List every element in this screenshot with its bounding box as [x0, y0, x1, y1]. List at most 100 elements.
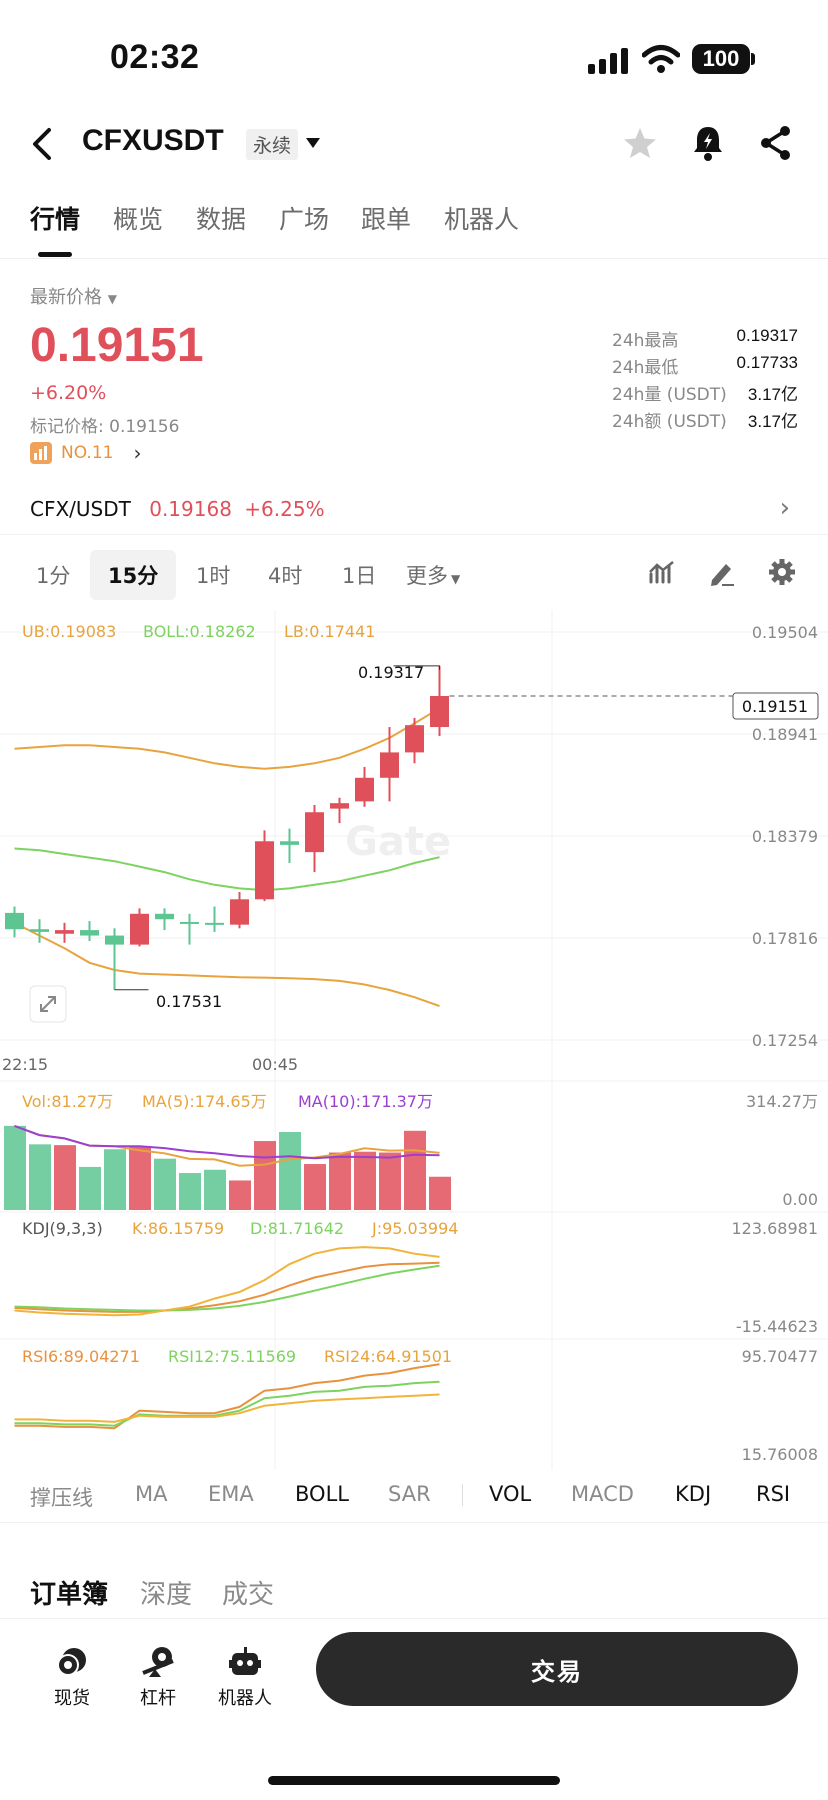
- vol-y-top: 314.27万: [746, 1092, 818, 1111]
- nav-bots[interactable]: 机器人: [205, 1640, 285, 1710]
- pair-dropdown-icon[interactable]: [305, 137, 321, 149]
- candle-body: [5, 912, 24, 930]
- spot-change: +6.25%: [244, 497, 325, 521]
- ind-boll[interactable]: BOLL: [295, 1482, 349, 1506]
- tf-15m[interactable]: 15分: [90, 550, 177, 600]
- share-icon[interactable]: [758, 124, 794, 162]
- back-icon[interactable]: [30, 127, 54, 161]
- ind-vol[interactable]: VOL: [489, 1482, 532, 1506]
- tab-overview[interactable]: 概览: [113, 205, 164, 234]
- boll-lower-line: [14, 922, 440, 1008]
- latest-price-label[interactable]: 最新价格 ▼: [30, 287, 117, 308]
- gear-icon[interactable]: [768, 558, 796, 586]
- tab-orderbook[interactable]: 订单簿: [30, 1580, 109, 1610]
- wifi-icon: [642, 45, 680, 73]
- chevron-right-icon: ›: [133, 441, 142, 465]
- ind-ema[interactable]: EMA: [208, 1482, 254, 1506]
- candle-body: [380, 752, 399, 778]
- kdj-k: K:86.15759: [132, 1219, 224, 1238]
- ind-kdj[interactable]: KDJ: [675, 1482, 712, 1506]
- candle-body: [255, 841, 274, 900]
- volume-bar: [204, 1169, 226, 1210]
- expand-icon[interactable]: [29, 985, 67, 1023]
- price-alert-bell-icon[interactable]: [692, 124, 724, 162]
- legend-lb: LB:0.17441: [284, 622, 375, 641]
- candle-body: [180, 921, 199, 924]
- kdj-j-line: [14, 1246, 440, 1317]
- high-label: 0.19317: [358, 663, 424, 682]
- ind-support-resistance[interactable]: 撑压线: [30, 1486, 93, 1510]
- y-tick: 0.18941: [752, 725, 818, 744]
- kdj-y-top: 123.68981: [731, 1219, 818, 1238]
- favorite-star-icon[interactable]: [622, 126, 658, 160]
- ind-macd[interactable]: MACD: [571, 1482, 634, 1506]
- rsi24-legend: RSI24:64.91501: [324, 1347, 452, 1366]
- rank-badge[interactable]: NO.11 ›: [30, 441, 141, 465]
- indicator-divider: [462, 1484, 463, 1506]
- contract-type-badge[interactable]: 永续: [246, 129, 299, 160]
- volume-bar: [229, 1180, 251, 1210]
- tab-market[interactable]: 行情: [30, 205, 81, 234]
- vol-ma10-line: [14, 1124, 440, 1160]
- tab-trades[interactable]: 成交: [222, 1580, 275, 1610]
- kdj-j: J:95.03994: [371, 1219, 458, 1238]
- ind-ma[interactable]: MA: [135, 1482, 168, 1506]
- nav-margin[interactable]: 杠杆: [118, 1640, 198, 1710]
- candle-body: [280, 841, 299, 845]
- divider: [0, 534, 828, 535]
- x-tick: 00:45: [252, 1055, 298, 1074]
- tab-depth[interactable]: 深度: [140, 1580, 193, 1610]
- spot-price: 0.19168: [149, 497, 232, 521]
- rsi24-line: [14, 1393, 440, 1423]
- caret-down-icon: ▼: [451, 572, 461, 586]
- volume-bar: [129, 1146, 151, 1210]
- volume-bar: [179, 1173, 201, 1210]
- ind-sar[interactable]: SAR: [388, 1482, 431, 1506]
- volume-bar: [154, 1158, 176, 1210]
- home-indicator: [268, 1776, 560, 1785]
- y-tick: 0.19504: [752, 623, 818, 642]
- spot-pair: CFX/USDT: [30, 497, 131, 521]
- nav-spot[interactable]: 现货: [32, 1640, 112, 1710]
- tab-data[interactable]: 数据: [196, 205, 247, 234]
- change-percent: +6.20%: [30, 382, 107, 404]
- volume-bar: [104, 1149, 126, 1210]
- mark-price: 标记价格: 0.19156: [30, 417, 180, 437]
- chevron-right-icon: ›: [779, 493, 790, 523]
- ind-rsi[interactable]: RSI: [756, 1482, 791, 1506]
- divider: [0, 258, 828, 259]
- trade-button[interactable]: 交易: [316, 1632, 798, 1706]
- tf-more[interactable]: 更多 ▼: [406, 564, 461, 588]
- tab-bots[interactable]: 机器人: [444, 205, 520, 234]
- volume-bar: [304, 1164, 326, 1210]
- tf-1m[interactable]: 1分: [36, 564, 71, 588]
- indicator-settings-icon[interactable]: [648, 560, 676, 586]
- caret-down-icon: ▼: [107, 292, 117, 306]
- volume-bar: [354, 1151, 376, 1210]
- tf-1d[interactable]: 1日: [342, 564, 377, 588]
- y-tick: 0.18379: [752, 827, 818, 846]
- draw-pen-icon[interactable]: [708, 560, 736, 586]
- candle-body: [305, 812, 324, 853]
- pair-title[interactable]: CFXUSDT: [82, 124, 224, 157]
- spot-pair-row[interactable]: CFX/USDT 0.19168 +6.25% ›: [30, 493, 800, 527]
- rsi12-legend: RSI12:75.11569: [168, 1347, 296, 1366]
- tab-square[interactable]: 广场: [279, 205, 330, 234]
- volume-bar: [4, 1125, 26, 1210]
- volume-bar: [29, 1144, 51, 1210]
- high-marker-line: [393, 665, 440, 670]
- kdj-d-line: [14, 1264, 440, 1312]
- candle-body: [105, 935, 124, 945]
- kline-chart[interactable]: UB:0.19083 BOLL:0.18262 LB:0.17441 0.195…: [0, 610, 828, 1470]
- rank-chart-icon: [30, 442, 52, 464]
- boll-mid-line: [14, 847, 440, 892]
- tab-copy-trading[interactable]: 跟单: [361, 205, 412, 234]
- tf-4h[interactable]: 4时: [268, 564, 303, 588]
- vol-ma5-legend: MA(5):174.65万: [142, 1092, 267, 1111]
- volume-bar: [54, 1145, 76, 1210]
- candle-body: [80, 930, 99, 936]
- tf-1h[interactable]: 1时: [196, 564, 231, 588]
- rsi12-line: [14, 1380, 440, 1427]
- volume-bar: [404, 1130, 426, 1210]
- rank-text: NO.11: [61, 443, 114, 463]
